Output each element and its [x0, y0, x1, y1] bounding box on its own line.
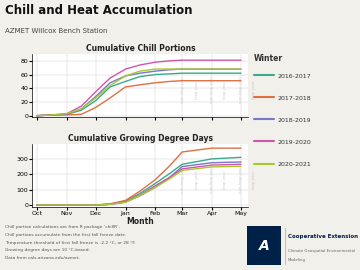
Text: non-leap year: non-leap year: [239, 166, 243, 193]
Text: non-leap year: non-leap year: [181, 166, 185, 193]
Text: 2018-2019: 2018-2019: [277, 118, 311, 123]
Text: 2020-2021: 2020-2021: [277, 162, 311, 167]
Text: Growing degree days are 10 °C-based.: Growing degree days are 10 °C-based.: [5, 248, 90, 252]
Text: Climate Geospatial Environmental: Climate Geospatial Environmental: [288, 249, 355, 253]
Text: non-leap year: non-leap year: [210, 76, 214, 103]
Text: 2017-2018: 2017-2018: [277, 96, 311, 101]
Text: leap year: leap year: [223, 80, 228, 99]
Text: leap year: leap year: [194, 171, 199, 189]
Text: Month: Month: [126, 217, 154, 226]
Text: AZMET Willcox Bench Station: AZMET Willcox Bench Station: [5, 28, 108, 34]
Text: leap year: leap year: [194, 80, 199, 99]
Text: leap year: leap year: [223, 171, 228, 189]
Text: Chill portion calculations are from R package ‘chillR’.: Chill portion calculations are from R pa…: [5, 225, 120, 230]
Text: Cooperative Extension: Cooperative Extension: [288, 234, 357, 239]
Text: Data from cals.arizona.edu/azmet.: Data from cals.arizona.edu/azmet.: [5, 256, 80, 260]
Text: Chill and Heat Accumulation: Chill and Heat Accumulation: [5, 4, 193, 17]
Text: leap year: leap year: [252, 171, 256, 189]
Text: leap year: leap year: [252, 80, 256, 99]
Text: Winter: Winter: [254, 54, 283, 63]
FancyBboxPatch shape: [247, 226, 281, 265]
Text: non-leap year: non-leap year: [181, 76, 185, 103]
Title: Cumulative Growing Degree Days: Cumulative Growing Degree Days: [68, 134, 213, 143]
Title: Cumulative Chill Portions: Cumulative Chill Portions: [86, 44, 195, 53]
Text: non-leap year: non-leap year: [210, 166, 214, 193]
Text: A: A: [258, 239, 269, 253]
Text: non-leap year: non-leap year: [239, 76, 243, 103]
Text: Modeling: Modeling: [288, 258, 306, 262]
Text: Temperature threshold of first fall freeze is -2.2 °C, or 28 °F.: Temperature threshold of first fall free…: [5, 241, 136, 245]
Text: Chill portions accumulate from the first fall freeze date.: Chill portions accumulate from the first…: [5, 233, 127, 237]
Text: 2019-2020: 2019-2020: [277, 140, 311, 145]
Text: 2016-2017: 2016-2017: [277, 74, 311, 79]
